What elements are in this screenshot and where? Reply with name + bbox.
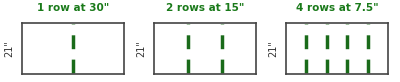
Text: 2 rows at 15": 2 rows at 15" — [166, 3, 244, 13]
Text: 21": 21" — [4, 40, 14, 57]
Text: 21": 21" — [268, 40, 278, 57]
Text: 21": 21" — [136, 40, 146, 57]
Text: 1 row at 30": 1 row at 30" — [37, 3, 109, 13]
Text: 4 rows at 7.5": 4 rows at 7.5" — [296, 3, 378, 13]
